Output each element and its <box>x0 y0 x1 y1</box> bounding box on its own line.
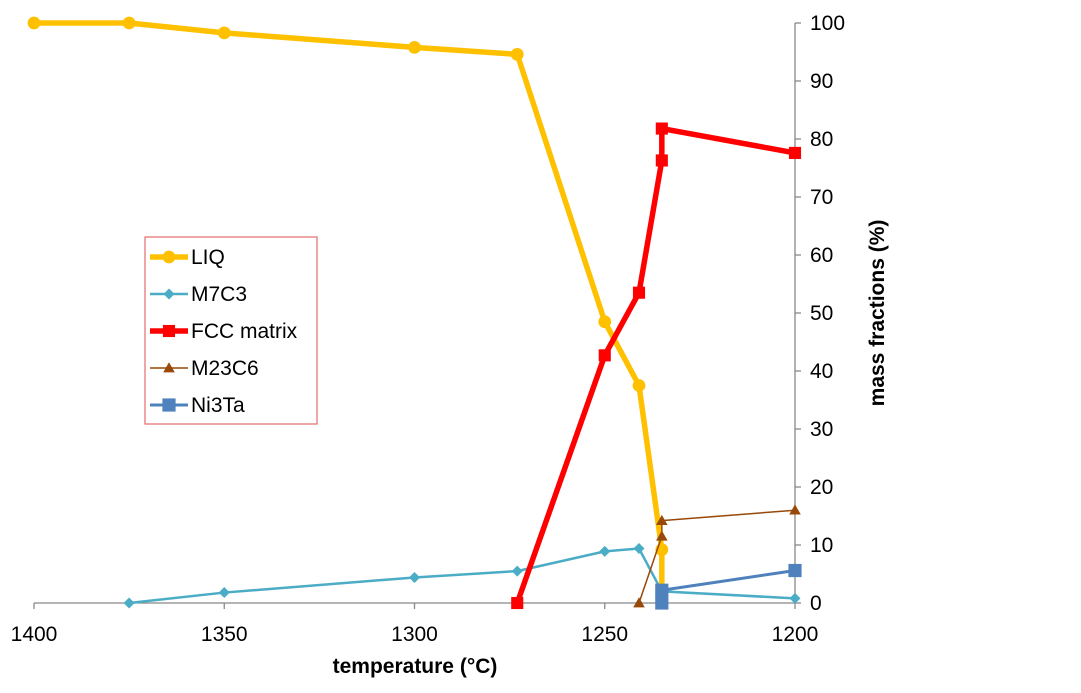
y-tick-label: 90 <box>810 70 833 93</box>
data-point-ni3ta <box>788 563 802 578</box>
series-m7c3 <box>123 542 801 609</box>
y-axis-title: mass fractions (%) <box>866 220 889 407</box>
legend-marker <box>162 324 176 338</box>
legend-item-m23c6: M23C6 <box>150 357 259 380</box>
y-tick-label: 100 <box>810 12 845 35</box>
data-point-liq <box>632 379 646 392</box>
x-tick-label: 1250 <box>581 623 628 646</box>
x-axis-title: temperature (°C) <box>333 655 498 678</box>
legend-marker <box>162 250 176 264</box>
data-point-m7c3 <box>123 597 135 609</box>
series-line-m23c6 <box>638 509 796 604</box>
legend-item-fcc-matrix: FCC matrix <box>150 320 298 343</box>
series-liq <box>27 16 669 610</box>
y-tick-label: 50 <box>810 302 833 325</box>
legend-label: LIQ <box>191 246 225 269</box>
data-point-fcc-matrix <box>788 146 802 159</box>
data-point-m23c6 <box>633 597 645 608</box>
data-point-m23c6 <box>789 504 801 515</box>
y-tick-label: 80 <box>810 128 833 151</box>
data-point-m7c3 <box>789 592 801 604</box>
data-point-fcc-matrix <box>598 349 611 362</box>
legend-marker <box>163 288 175 300</box>
series-line-fcc-matrix <box>514 125 798 606</box>
axes: 1400 1350 1300 1250 1200 0 10 20 30 40 50 60 70 80 90 1… <box>11 12 845 646</box>
data-point-fcc-matrix <box>655 122 668 135</box>
x-tick-label: 1300 <box>391 623 438 646</box>
data-point-m7c3 <box>633 542 645 554</box>
data-point-liq <box>408 40 421 54</box>
y-tick-label: 40 <box>810 360 833 383</box>
series-line-m7c3 <box>127 547 797 605</box>
y-tick-label: 30 <box>810 418 833 441</box>
data-point-m23c6 <box>656 530 668 541</box>
legend-label: M7C3 <box>191 283 247 306</box>
data-point-m23c6 <box>656 514 668 525</box>
data-point-fcc-matrix <box>511 596 524 610</box>
data-point-liq <box>27 16 41 30</box>
x-tick-label: 1200 <box>772 623 819 646</box>
x-tick-label: 1350 <box>201 623 248 646</box>
data-point-m7c3 <box>409 571 420 583</box>
data-point-m7c3 <box>599 545 611 557</box>
data-point-liq <box>598 315 612 329</box>
series-line-liq <box>31 20 665 606</box>
data-point-ni3ta <box>655 583 669 597</box>
y-tick-label: 10 <box>810 534 833 557</box>
legend-label: FCC matrix <box>191 320 298 343</box>
y-tick-label: 70 <box>810 186 833 209</box>
data-point-fcc-matrix <box>632 286 646 299</box>
data-point-ni3ta <box>655 596 669 610</box>
y-tick-label: 0 <box>810 592 822 615</box>
series-layer <box>27 16 802 610</box>
data-point-liq <box>122 16 136 30</box>
y-tick-label: 20 <box>810 476 833 499</box>
data-point-m7c3 <box>218 587 230 599</box>
data-point-liq <box>510 47 524 61</box>
legend: LIQ M7C3 FCC matrix M23C6 Ni3Ta <box>144 236 318 425</box>
legend-marker <box>163 362 175 373</box>
data-point-m7c3 <box>511 565 523 577</box>
legend-item-ni3ta: Ni3Ta <box>150 394 245 417</box>
series-ni3ta <box>655 563 802 610</box>
data-point-fcc-matrix <box>655 154 668 167</box>
legend-label: M23C6 <box>191 357 259 380</box>
legend-marker <box>162 398 176 412</box>
y-tick-label: 60 <box>810 244 833 267</box>
series-fcc-matrix <box>511 122 802 610</box>
series-m23c6 <box>633 504 801 608</box>
legend-item-m7c3: M7C3 <box>150 283 247 306</box>
legend-item-liq: LIQ <box>150 246 225 269</box>
data-point-liq <box>217 26 231 40</box>
legend-label: Ni3Ta <box>191 394 245 417</box>
x-tick-label: 1400 <box>11 623 58 646</box>
